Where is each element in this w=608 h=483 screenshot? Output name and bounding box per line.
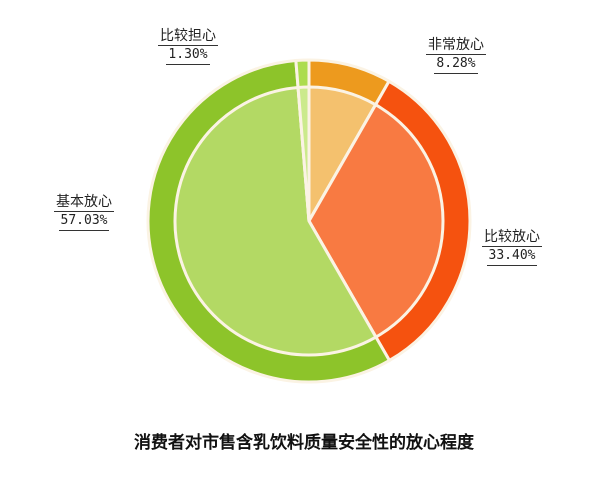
slice-label-2: 基本放心 57.03%: [54, 193, 114, 231]
category-label: 比较放心: [482, 229, 542, 247]
category-label: 基本放心: [54, 194, 114, 212]
category-label: 非常放心: [426, 37, 486, 55]
slice-inner-2: [173, 85, 378, 357]
value-label: 33.40%: [486, 247, 538, 266]
category-label: 比较担心: [158, 28, 218, 46]
chart-title: 消费者对市售含乳饮料质量安全性的放心程度: [134, 433, 474, 453]
slice-label-3: 比较担心 1.30%: [158, 27, 218, 65]
slice-label-0: 非常放心 8.28%: [426, 36, 486, 74]
value-label: 8.28%: [434, 55, 478, 74]
value-label: 1.30%: [166, 46, 210, 65]
slice-label-1: 比较放心 33.40%: [482, 228, 542, 266]
value-label: 57.03%: [58, 212, 110, 231]
slice-inner-3: [296, 85, 311, 222]
